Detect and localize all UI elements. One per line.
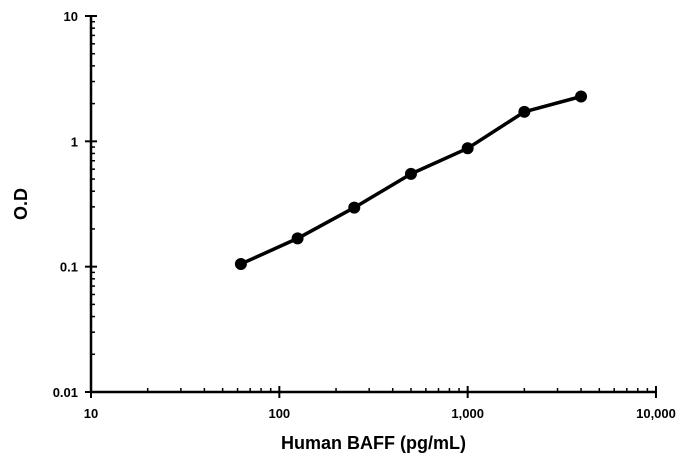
data-point [234, 258, 247, 271]
data-point [404, 167, 417, 180]
x-tick-label: 1,000 [451, 406, 484, 421]
data-point [291, 232, 304, 245]
x-tick-label: 100 [268, 406, 290, 421]
y-tick-label: 10 [64, 9, 78, 24]
y-tick-label: 0.01 [53, 385, 78, 400]
y-tick-label: 1 [71, 134, 78, 149]
y-tick-label: 0.1 [60, 260, 78, 275]
data-point [575, 90, 588, 103]
data-point [348, 201, 361, 214]
y-axis-title: O.D [11, 188, 31, 220]
data-point [461, 142, 474, 155]
axes: 0.01 0.1 1 10 10 100 1,000 10,000 [53, 9, 676, 421]
x-axis-title: Human BAFF (pg/mL) [281, 433, 466, 453]
data-marks [234, 90, 588, 271]
x-tick-label: 10,000 [636, 406, 676, 421]
data-point [518, 105, 531, 118]
x-tick-label: 10 [84, 406, 98, 421]
